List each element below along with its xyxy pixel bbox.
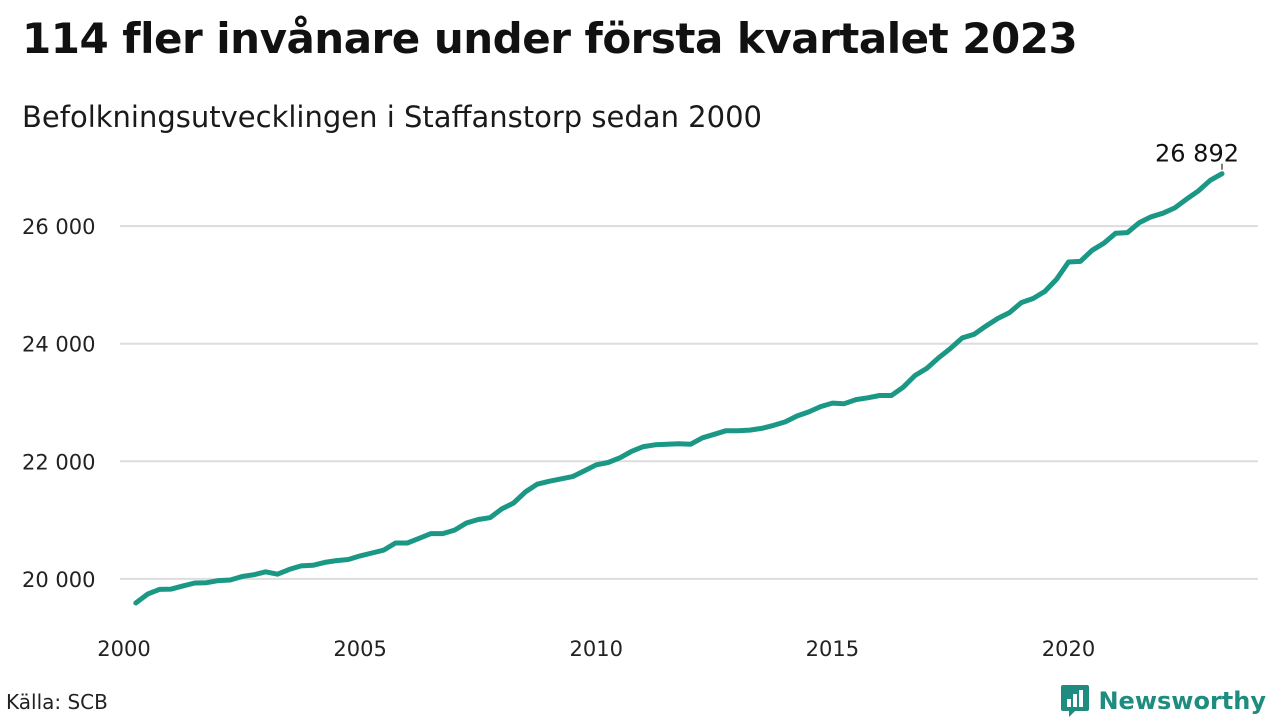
x-tick-label: 2020 <box>1042 637 1095 661</box>
x-tick-label: 2015 <box>806 637 859 661</box>
x-tick-label: 2000 <box>97 637 150 661</box>
brand-name: Newsworthy <box>1098 687 1266 715</box>
source-label: Källa: SCB <box>6 690 108 714</box>
y-tick-label: 24 000 <box>22 333 95 357</box>
x-tick-label: 2010 <box>570 637 623 661</box>
y-tick-label: 26 000 <box>22 215 95 239</box>
y-tick-label: 20 000 <box>22 568 95 592</box>
brand-logo: Newsworthy <box>1060 684 1266 718</box>
x-tick-label: 2005 <box>333 637 386 661</box>
series-line <box>133 171 1225 606</box>
chart-subtitle: Befolkningsutvecklingen i Staffanstorp s… <box>22 100 762 134</box>
end-value-label: 26 892 <box>1155 140 1239 168</box>
bar-chart-icon <box>1061 685 1090 717</box>
chart-title: 114 fler invånare under första kvartalet… <box>22 14 1078 63</box>
y-tick-label: 22 000 <box>22 450 95 474</box>
